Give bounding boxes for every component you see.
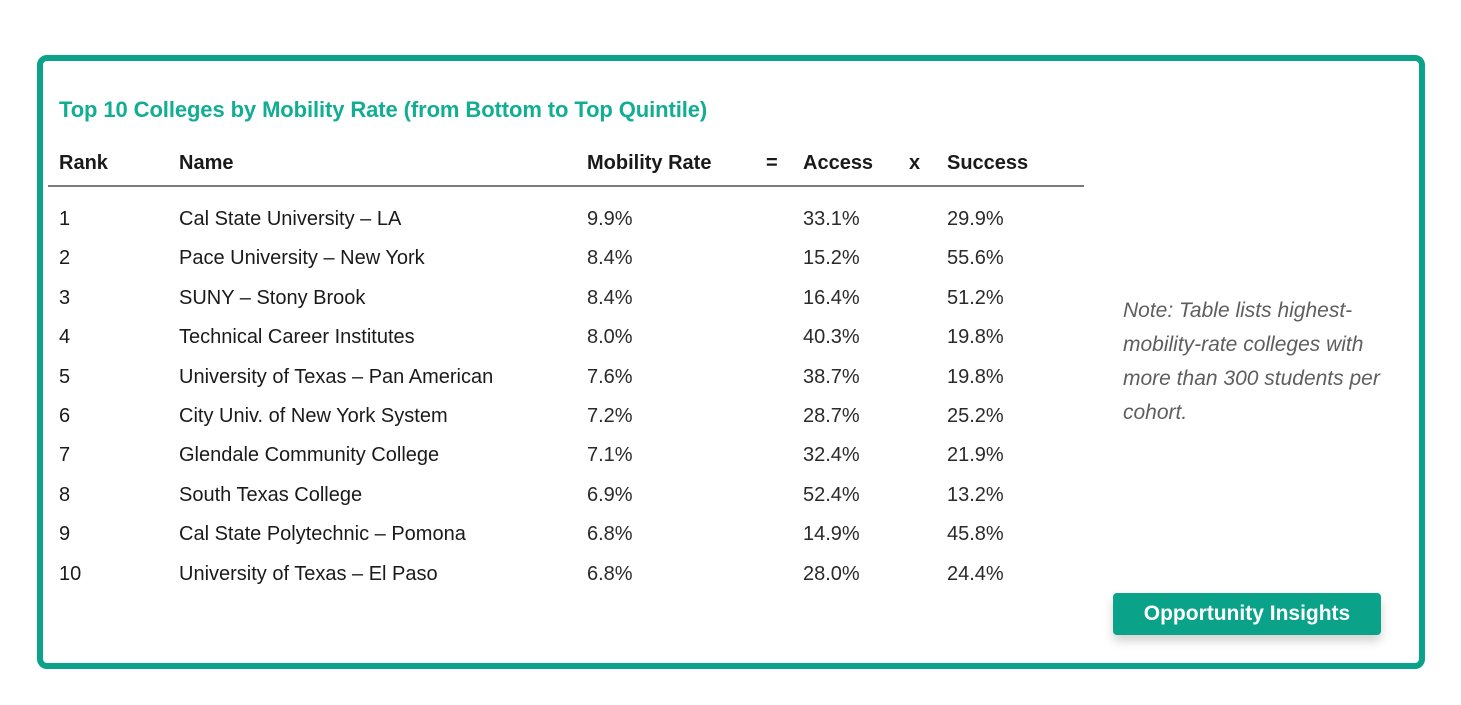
rank-cell: 1 — [59, 208, 71, 230]
table-row: 9 Cal State Polytechnic – Pomona 6.8% 14.9%… — [48, 517, 1084, 556]
header-name: Name — [179, 152, 234, 174]
header-mobility-rate: Mobility Rate — [587, 152, 712, 174]
name-cell: Cal State Polytechnic – Pomona — [179, 523, 466, 546]
access-cell: 40.3% — [803, 326, 860, 349]
rank-cell: 2 — [59, 247, 71, 270]
name-cell: South Texas College — [179, 483, 363, 506]
name-cell: Cal State University – LA — [179, 208, 402, 230]
mobility-rate-cell: 7.6% — [587, 365, 633, 388]
name-cell: Technical Career Institutes — [179, 326, 415, 349]
access-cell: 52.4% — [803, 483, 860, 506]
header-success: Success — [947, 152, 1029, 174]
name-cell: University of Texas – Pan American — [179, 365, 494, 388]
mobility-rate-cell: 8.0% — [587, 326, 633, 349]
access-cell: 14.9% — [803, 523, 860, 546]
table-note: Note: Table lists highest-mobility-rate … — [1123, 299, 1380, 424]
success-cell: 29.9% — [947, 208, 1004, 230]
mobility-rate-cell: 8.4% — [587, 286, 633, 309]
success-cell: 19.8% — [947, 326, 1004, 349]
opportunity-insights-logo: Opportunity Insights — [1113, 593, 1381, 635]
rank-cell: 10 — [59, 562, 82, 585]
rank-cell: 3 — [59, 286, 71, 309]
mobility-rate-cell: 7.2% — [587, 404, 633, 427]
access-cell: 28.7% — [803, 404, 860, 427]
success-cell: 19.8% — [947, 365, 1004, 388]
name-cell: Pace University – New York — [179, 247, 425, 270]
success-cell: 21.9% — [947, 444, 1004, 467]
name-cell: City Univ. of New York System — [179, 404, 448, 427]
rank-cell: 5 — [59, 365, 71, 388]
table-row: 10 University of Texas – El Paso 6.8% 28.0%… — [48, 557, 1084, 596]
table-row: 3 SUNY – Stony Brook 8.4% 16.4% 51.2% — [48, 281, 1084, 320]
rank-cell: 8 — [59, 483, 71, 506]
name-cell: SUNY – Stony Brook — [179, 286, 366, 309]
mobility-rate-cell: 6.8% — [587, 562, 633, 585]
mobility-table: Rank Name Mobility Rate = Access x Succe… — [48, 147, 1084, 596]
name-cell: Glendale Community College — [179, 444, 440, 467]
table-card: Top 10 Colleges by Mobility Rate (from B… — [37, 55, 1425, 669]
mobility-rate-cell: 6.8% — [587, 523, 633, 546]
table-title: Top 10 Colleges by Mobility Rate (from B… — [59, 97, 708, 122]
success-cell: 25.2% — [947, 404, 1004, 427]
access-cell: 33.1% — [803, 208, 860, 230]
access-cell: 28.0% — [803, 562, 860, 585]
success-cell: 24.4% — [947, 562, 1004, 585]
table-row: 6 City Univ. of New York System 7.2% 28.7% 2… — [48, 399, 1084, 438]
mobility-rate-cell: 8.4% — [587, 247, 633, 270]
rank-cell: 6 — [59, 404, 71, 427]
access-cell: 38.7% — [803, 365, 860, 388]
table-row: 7 Glendale Community College 7.1% 32.4% 21.9… — [48, 438, 1084, 477]
header-times-sign: x — [909, 152, 921, 174]
header-access: Access — [803, 152, 874, 174]
rank-cell: 9 — [59, 523, 71, 546]
access-cell: 16.4% — [803, 286, 860, 309]
table-row: 5 University of Texas – Pan American 7.6% 3… — [48, 360, 1084, 399]
mobility-rate-cell: 6.9% — [587, 483, 633, 506]
access-cell: 32.4% — [803, 444, 860, 467]
header-rank: Rank — [59, 152, 108, 174]
access-cell: 15.2% — [803, 247, 860, 270]
table-row: 8 South Texas College 6.9% 52.4% 13.2% — [48, 478, 1084, 517]
success-cell: 55.6% — [947, 247, 1004, 270]
mobility-rate-cell: 9.9% — [587, 208, 633, 230]
name-cell: University of Texas – El Paso — [179, 562, 438, 585]
table-header: Rank Name Mobility Rate = Access x Succe… — [48, 147, 1084, 187]
success-cell: 13.2% — [947, 483, 1004, 506]
table-row: 4 Technical Career Institutes 8.0% 40.3% 19.… — [48, 320, 1084, 359]
table-row: 1 Cal State University – LA 9.9% 33.1% 29.9% — [48, 202, 1084, 241]
success-cell: 45.8% — [947, 523, 1004, 546]
table-row: 2 Pace University – New York 8.4% 15.2% 55.6… — [48, 241, 1084, 280]
rank-cell: 7 — [59, 444, 71, 467]
mobility-rate-cell: 7.1% — [587, 444, 633, 467]
rank-cell: 4 — [59, 326, 71, 349]
table-body: 1 Cal State University – LA 9.9% 33.1% 29.9%… — [48, 202, 1084, 596]
header-equals-sign: = — [766, 152, 778, 174]
success-cell: 51.2% — [947, 286, 1004, 309]
